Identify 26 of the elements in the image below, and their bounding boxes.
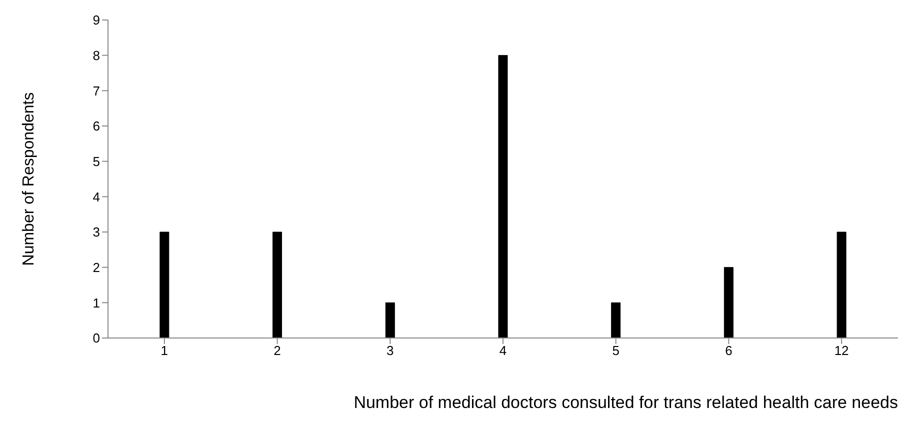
bar — [724, 267, 734, 338]
y-tick-label: 3 — [92, 224, 100, 240]
x-tick-label: 3 — [386, 343, 394, 358]
y-tick-label: 5 — [92, 154, 100, 169]
y-tick-label: 2 — [92, 260, 100, 275]
x-tick-label: 5 — [612, 343, 620, 358]
x-tick-label: 2 — [274, 343, 281, 358]
bar — [272, 232, 282, 338]
y-axis-title: Number of Respondents — [20, 92, 38, 266]
y-tick-label: 0 — [92, 330, 100, 346]
y-tick-label: 8 — [92, 48, 100, 63]
y-tick-label: 9 — [92, 12, 100, 28]
x-tick-label: 12 — [834, 343, 849, 358]
x-tick-label: 1 — [160, 343, 168, 358]
x-tick-label: 6 — [725, 343, 732, 358]
bar — [160, 232, 170, 338]
bar — [385, 302, 395, 338]
bar — [611, 302, 621, 338]
bar — [836, 232, 846, 338]
y-tick-label: 4 — [92, 189, 100, 204]
x-tick-label: 4 — [499, 343, 507, 358]
y-tick-label: 1 — [92, 295, 100, 310]
y-tick-label: 7 — [92, 83, 100, 98]
bar — [498, 55, 508, 338]
x-axis-title: Number of medical doctors consulted for trans related health care needs — [354, 393, 898, 412]
y-tick-label: 6 — [92, 118, 100, 134]
